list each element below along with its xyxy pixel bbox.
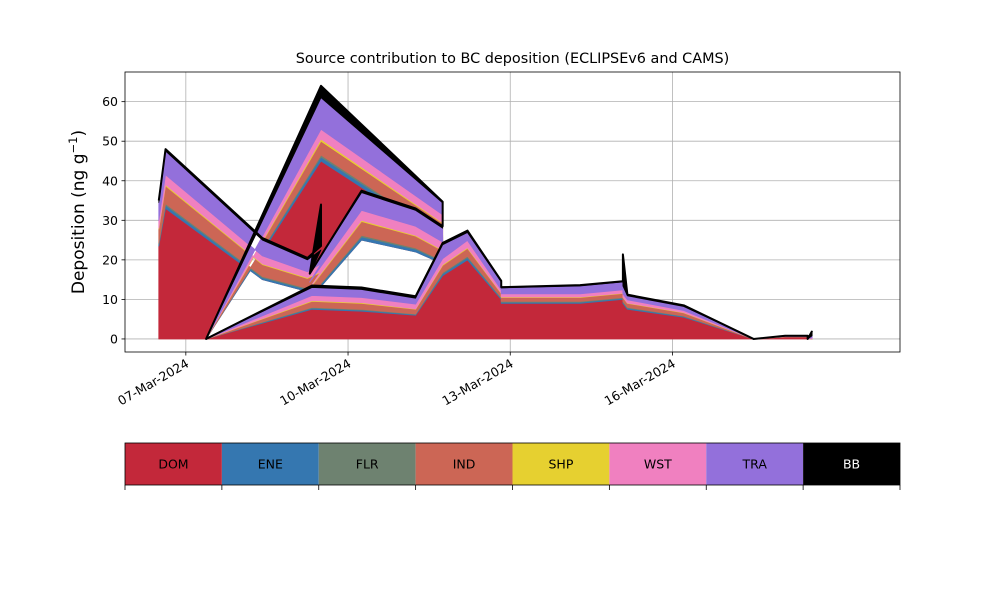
y-axis-label-exponent: −1	[66, 137, 80, 154]
legend-swatch-wst	[609, 443, 707, 485]
legend-swatch-ind	[415, 443, 513, 485]
legend-label: ENE	[258, 457, 283, 472]
y-axis-label: Deposition (ng g−1)	[66, 130, 89, 294]
legend-label: WST	[644, 457, 672, 472]
legend-label: FLR	[356, 457, 379, 472]
plot-area: 0 10 20 30 40 50 60 07-Mar-2024 10-Mar-2024 13-Ma…	[102, 71, 901, 409]
x-tick-label: 16-Mar-2024	[602, 356, 678, 409]
legend-label: SHP	[549, 457, 574, 472]
legend: DOM ENE FLR IND SHP WST TRA BB	[124, 442, 901, 490]
x-tick-label: 07-Mar-2024	[115, 356, 191, 409]
y-axis-label-close: )	[69, 130, 89, 137]
x-tick-label: 13-Mar-2024	[439, 356, 515, 409]
legend-swatch-flr	[318, 443, 416, 485]
legend-swatch-tra	[706, 443, 804, 485]
y-tick-label: 20	[102, 252, 118, 267]
axes-frame	[124, 71, 901, 353]
legend-label: IND	[453, 457, 476, 472]
legend-label: TRA	[742, 457, 768, 472]
total-outline	[157, 84, 814, 340]
y-tick-label: 0	[110, 331, 118, 346]
legend-swatch-bb	[803, 443, 900, 485]
y-tick-label: 30	[102, 213, 118, 228]
y-tick-label: 10	[102, 292, 118, 307]
legend-label: DOM	[158, 457, 188, 472]
y-tick-label: 50	[102, 134, 118, 149]
legend-swatch-shp	[512, 443, 610, 485]
legend-swatch-ene	[221, 443, 319, 485]
y-tick-label: 40	[102, 173, 118, 188]
chart-title: Source contribution to BC deposition (EC…	[296, 51, 730, 67]
y-tick-label: 60	[102, 94, 118, 109]
legend-swatch-dom	[125, 443, 222, 485]
y-axis-label-main: Deposition (ng g	[69, 153, 89, 294]
legend-label: BB	[843, 457, 860, 472]
x-tick-label: 10-Mar-2024	[277, 356, 353, 409]
